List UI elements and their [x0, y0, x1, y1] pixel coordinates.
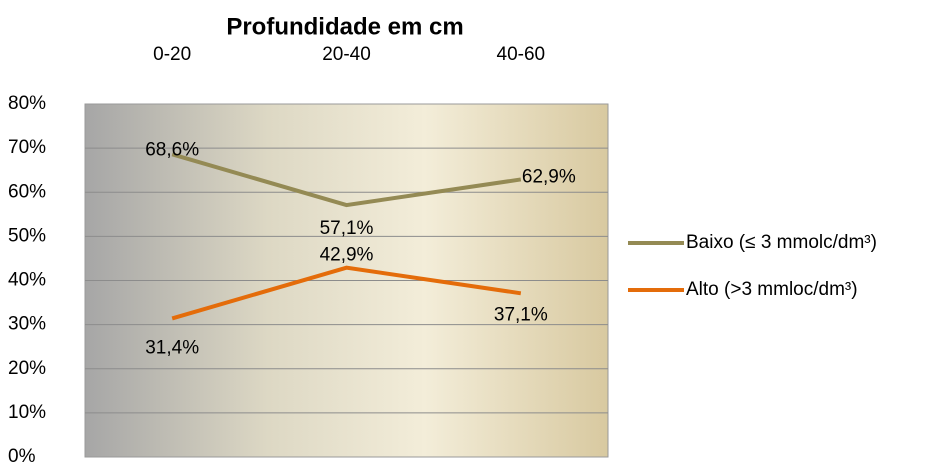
series-line [171, 265, 522, 321]
y-tick-label: 80% [8, 93, 46, 114]
data-label: 68,6% [145, 139, 199, 160]
y-tick-label: 60% [8, 181, 46, 202]
x-tick-label: 40-60 [497, 44, 546, 65]
series-line [171, 152, 522, 208]
legend-label: Alto (>3 mmloc/dm³) [686, 279, 858, 300]
x-tick-label: 0-20 [153, 44, 191, 65]
x-tick-label: 20-40 [322, 44, 371, 65]
y-tick-label: 40% [8, 270, 46, 291]
chart-title: Profundidade em cm [226, 13, 463, 40]
legend-label: Baixo (≤ 3 mmolc/dm³) [686, 232, 877, 253]
y-tick-label: 70% [8, 137, 46, 158]
y-tick-label: 50% [8, 225, 46, 246]
data-label: 62,9% [522, 166, 576, 187]
data-label: 57,1% [320, 218, 374, 239]
data-label: 31,4% [145, 337, 199, 358]
y-tick-label: 0% [8, 446, 36, 466]
y-tick-label: 10% [8, 402, 46, 423]
data-label: 42,9% [320, 245, 374, 266]
y-tick-label: 20% [8, 358, 46, 379]
y-tick-label: 30% [8, 314, 46, 335]
data-label: 37,1% [494, 304, 548, 325]
